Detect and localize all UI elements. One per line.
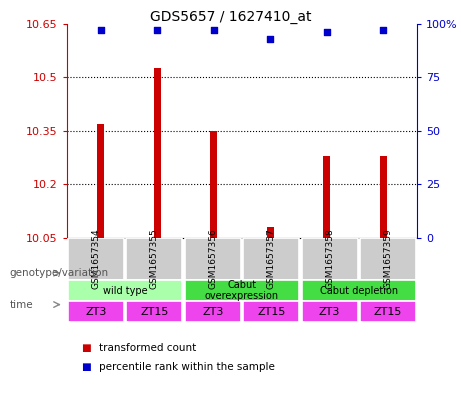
Bar <box>68 238 124 280</box>
Text: ZT15: ZT15 <box>374 307 402 317</box>
Bar <box>97 123 104 238</box>
Text: percentile rank within the sample: percentile rank within the sample <box>99 362 275 373</box>
Text: genotype/variation: genotype/variation <box>9 268 108 278</box>
Point <box>154 27 161 33</box>
Text: GSM1657358: GSM1657358 <box>325 228 334 289</box>
Bar <box>185 280 299 301</box>
Point <box>97 27 105 33</box>
Bar <box>360 238 416 280</box>
Bar <box>185 301 241 322</box>
Bar <box>185 238 241 280</box>
Text: GSM1657354: GSM1657354 <box>92 229 100 289</box>
Bar <box>301 301 358 322</box>
Bar <box>126 301 183 322</box>
Text: wild type: wild type <box>103 286 148 296</box>
Bar <box>301 280 416 301</box>
Text: ■: ■ <box>81 343 90 353</box>
Bar <box>210 131 217 238</box>
Text: ZT3: ZT3 <box>319 307 340 317</box>
Text: GSM1657356: GSM1657356 <box>208 228 217 289</box>
Bar <box>68 301 124 322</box>
Bar <box>68 280 183 301</box>
Text: GSM1657357: GSM1657357 <box>267 228 276 289</box>
Bar <box>243 238 299 280</box>
Text: Cabut depletion: Cabut depletion <box>320 286 398 296</box>
Point <box>323 29 331 35</box>
Bar <box>126 238 183 280</box>
Text: Cabut
overexpression: Cabut overexpression <box>205 280 279 301</box>
Text: transformed count: transformed count <box>99 343 196 353</box>
Text: GDS5657 / 1627410_at: GDS5657 / 1627410_at <box>150 10 311 24</box>
Point <box>266 35 274 42</box>
Text: ZT15: ZT15 <box>257 307 285 317</box>
Text: ZT3: ZT3 <box>85 307 107 317</box>
Bar <box>380 156 387 238</box>
Bar <box>267 227 274 238</box>
Point <box>210 27 218 33</box>
Text: ZT3: ZT3 <box>202 307 224 317</box>
Text: ■: ■ <box>81 362 90 373</box>
Bar <box>243 301 299 322</box>
Bar <box>360 301 416 322</box>
Bar <box>324 156 330 238</box>
Bar <box>301 238 358 280</box>
Text: GSM1657355: GSM1657355 <box>150 228 159 289</box>
Text: ZT15: ZT15 <box>140 307 169 317</box>
Point <box>379 27 387 33</box>
Text: time: time <box>9 299 33 310</box>
Text: GSM1657359: GSM1657359 <box>384 228 392 289</box>
Bar <box>154 68 160 238</box>
